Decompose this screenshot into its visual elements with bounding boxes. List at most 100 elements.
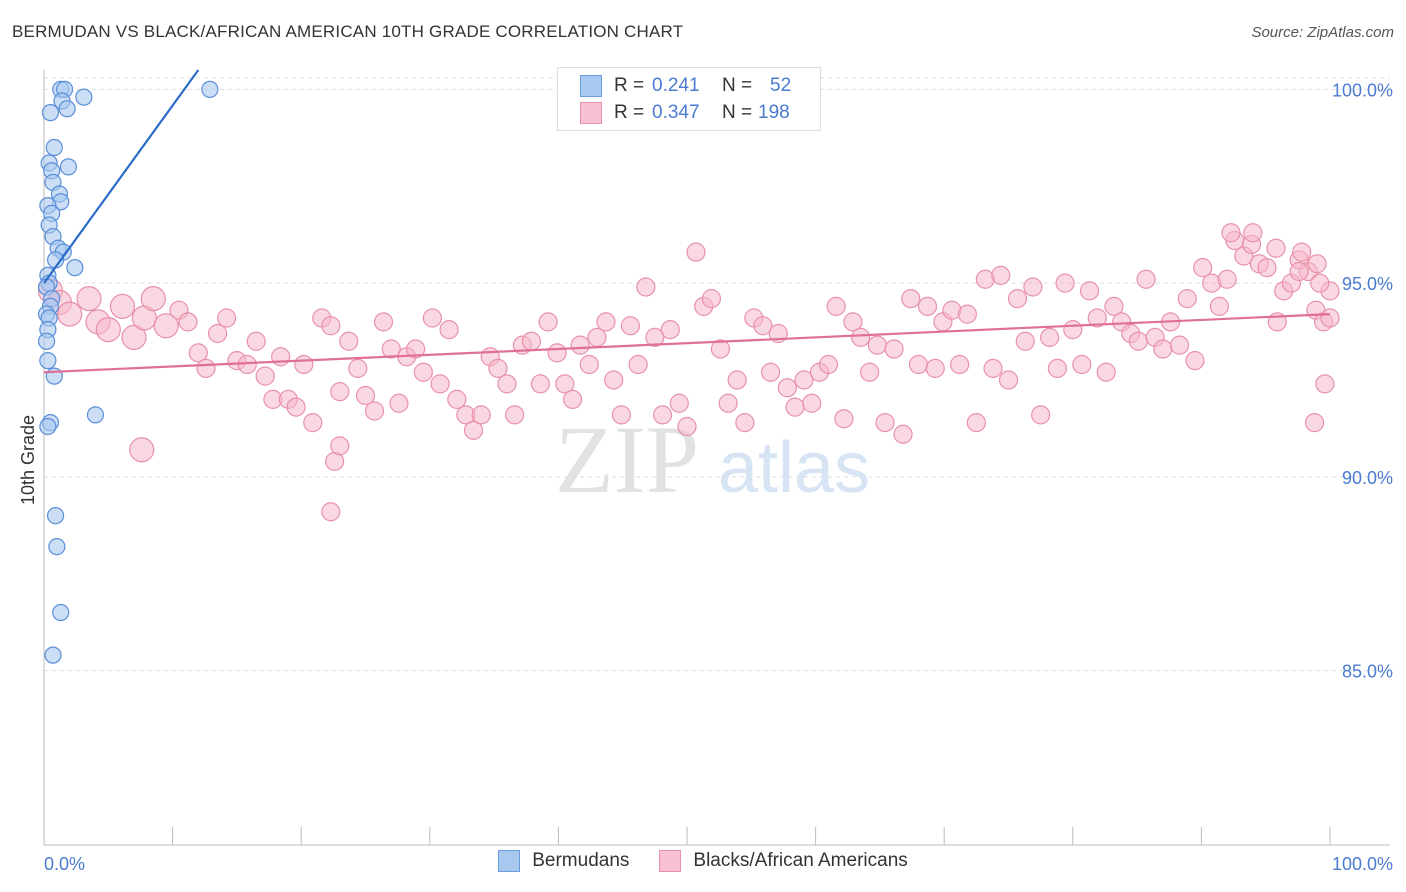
data-point-blacks	[439, 320, 459, 340]
data-point-blacks	[217, 308, 237, 328]
data-point-blacks	[1169, 335, 1190, 355]
data-point-blacks	[628, 354, 648, 375]
data-point-blacks	[294, 354, 314, 375]
r-label: R =	[614, 102, 645, 123]
data-point-blacks	[1128, 331, 1148, 351]
data-point-blacks	[1040, 327, 1060, 347]
watermark-zip: ZIP	[555, 406, 699, 513]
data-point-blacks	[884, 339, 904, 359]
data-point-blacks	[718, 393, 738, 413]
data-point-blacks	[834, 409, 854, 429]
data-point-blacks	[908, 354, 929, 375]
data-point-blacks	[471, 405, 491, 425]
data-point-blacks	[611, 405, 632, 425]
data-point-blacks	[178, 312, 198, 332]
correlation-legend: R = 0.241 N = 52 R = 0.347 N = 198	[557, 67, 821, 131]
data-point-bermudans	[39, 352, 57, 370]
y-tick-label: 100.0%	[1332, 80, 1393, 100]
data-point-blacks	[208, 323, 228, 344]
data-point-bermudans	[45, 138, 63, 157]
data-point-blacks	[547, 343, 567, 363]
data-point-bermudans	[58, 100, 76, 118]
data-point-blacks	[389, 393, 409, 413]
data-point-blacks	[727, 370, 747, 390]
data-point-blacks	[760, 362, 781, 382]
data-point-blacks	[422, 308, 442, 328]
data-point-bermudans	[37, 332, 56, 350]
data-point-blacks	[538, 312, 558, 332]
data-point-blacks	[373, 312, 394, 332]
data-point-blacks	[843, 312, 863, 332]
data-point-blacks	[1289, 261, 1309, 282]
y-tick-label: 85.0%	[1342, 662, 1393, 682]
data-point-blacks	[636, 277, 656, 297]
data-point-bermudans	[52, 603, 70, 622]
data-point-blacks	[1096, 362, 1116, 382]
data-point-blacks	[950, 354, 970, 375]
watermark-atlas: atlas	[718, 428, 870, 508]
data-point-blacks	[95, 317, 121, 343]
data-point-blacks	[1031, 405, 1051, 425]
data-point-blacks	[1072, 354, 1092, 375]
data-point-blacks	[604, 370, 624, 390]
data-point-blacks	[1243, 223, 1263, 243]
legend-swatch-bermudans	[580, 75, 602, 97]
data-point-blacks	[521, 331, 541, 351]
tick-labels: 85.0% 90.0% 95.0% 100.0% 0.0% 100.0%	[44, 80, 1393, 874]
data-point-blacks	[1015, 331, 1035, 351]
data-point-blacks	[851, 327, 871, 347]
data-point-blacks	[893, 424, 913, 444]
data-point-blacks	[562, 389, 583, 409]
n-label: N =	[722, 102, 753, 123]
data-point-blacks	[321, 502, 341, 522]
data-point-blacks	[925, 358, 945, 378]
data-point-blacks	[76, 286, 102, 312]
data-point-blacks	[620, 316, 641, 336]
data-point-blacks	[1104, 296, 1124, 316]
data-point-blacks	[660, 320, 680, 340]
data-point-bermudans	[48, 538, 66, 556]
data-point-bermudans	[201, 80, 219, 98]
axes	[43, 70, 1390, 846]
data-point-blacks	[1307, 254, 1327, 274]
data-point-bermudans	[75, 88, 93, 106]
data-point-bermudans	[46, 507, 65, 525]
data-point-blacks	[867, 335, 887, 355]
data-point-blacks	[463, 420, 484, 440]
y-axis-label: 10th Grade	[18, 415, 38, 505]
data-point-blacks	[901, 289, 921, 309]
data-point-blacks	[381, 339, 401, 359]
data-point-blacks	[355, 385, 376, 406]
data-point-blacks	[255, 366, 275, 386]
data-point-bermudans	[66, 259, 84, 277]
data-point-blacks	[1257, 258, 1277, 278]
n-value: 52	[770, 75, 792, 96]
data-point-blacks	[1266, 238, 1286, 258]
data-point-blacks	[406, 339, 426, 359]
data-point-bermudans	[86, 406, 105, 424]
data-point-blacks	[652, 405, 673, 425]
data-point-blacks	[1292, 242, 1312, 262]
data-point-blacks	[447, 389, 467, 409]
data-point-blacks	[669, 393, 689, 413]
data-point-blacks	[957, 304, 977, 324]
data-point-blacks	[1193, 258, 1213, 278]
data-point-blacks	[570, 335, 590, 355]
x-tick-label: 100.0%	[1332, 854, 1393, 874]
data-point-blacks	[645, 327, 665, 347]
n-value: 198	[758, 102, 790, 123]
data-point-blacks	[686, 242, 706, 262]
data-point-blacks	[1320, 308, 1340, 328]
data-point-blacks	[826, 296, 846, 316]
data-point-blacks	[1310, 273, 1330, 293]
data-point-blacks	[497, 374, 517, 394]
data-point-blacks	[246, 331, 266, 351]
data-point-blacks	[153, 313, 179, 339]
data-point-blacks	[794, 370, 814, 390]
data-point-blacks	[129, 437, 155, 463]
data-point-blacks	[1055, 273, 1075, 293]
data-point-blacks	[1079, 281, 1100, 301]
data-point-blacks	[530, 374, 550, 394]
data-point-blacks	[998, 370, 1019, 390]
